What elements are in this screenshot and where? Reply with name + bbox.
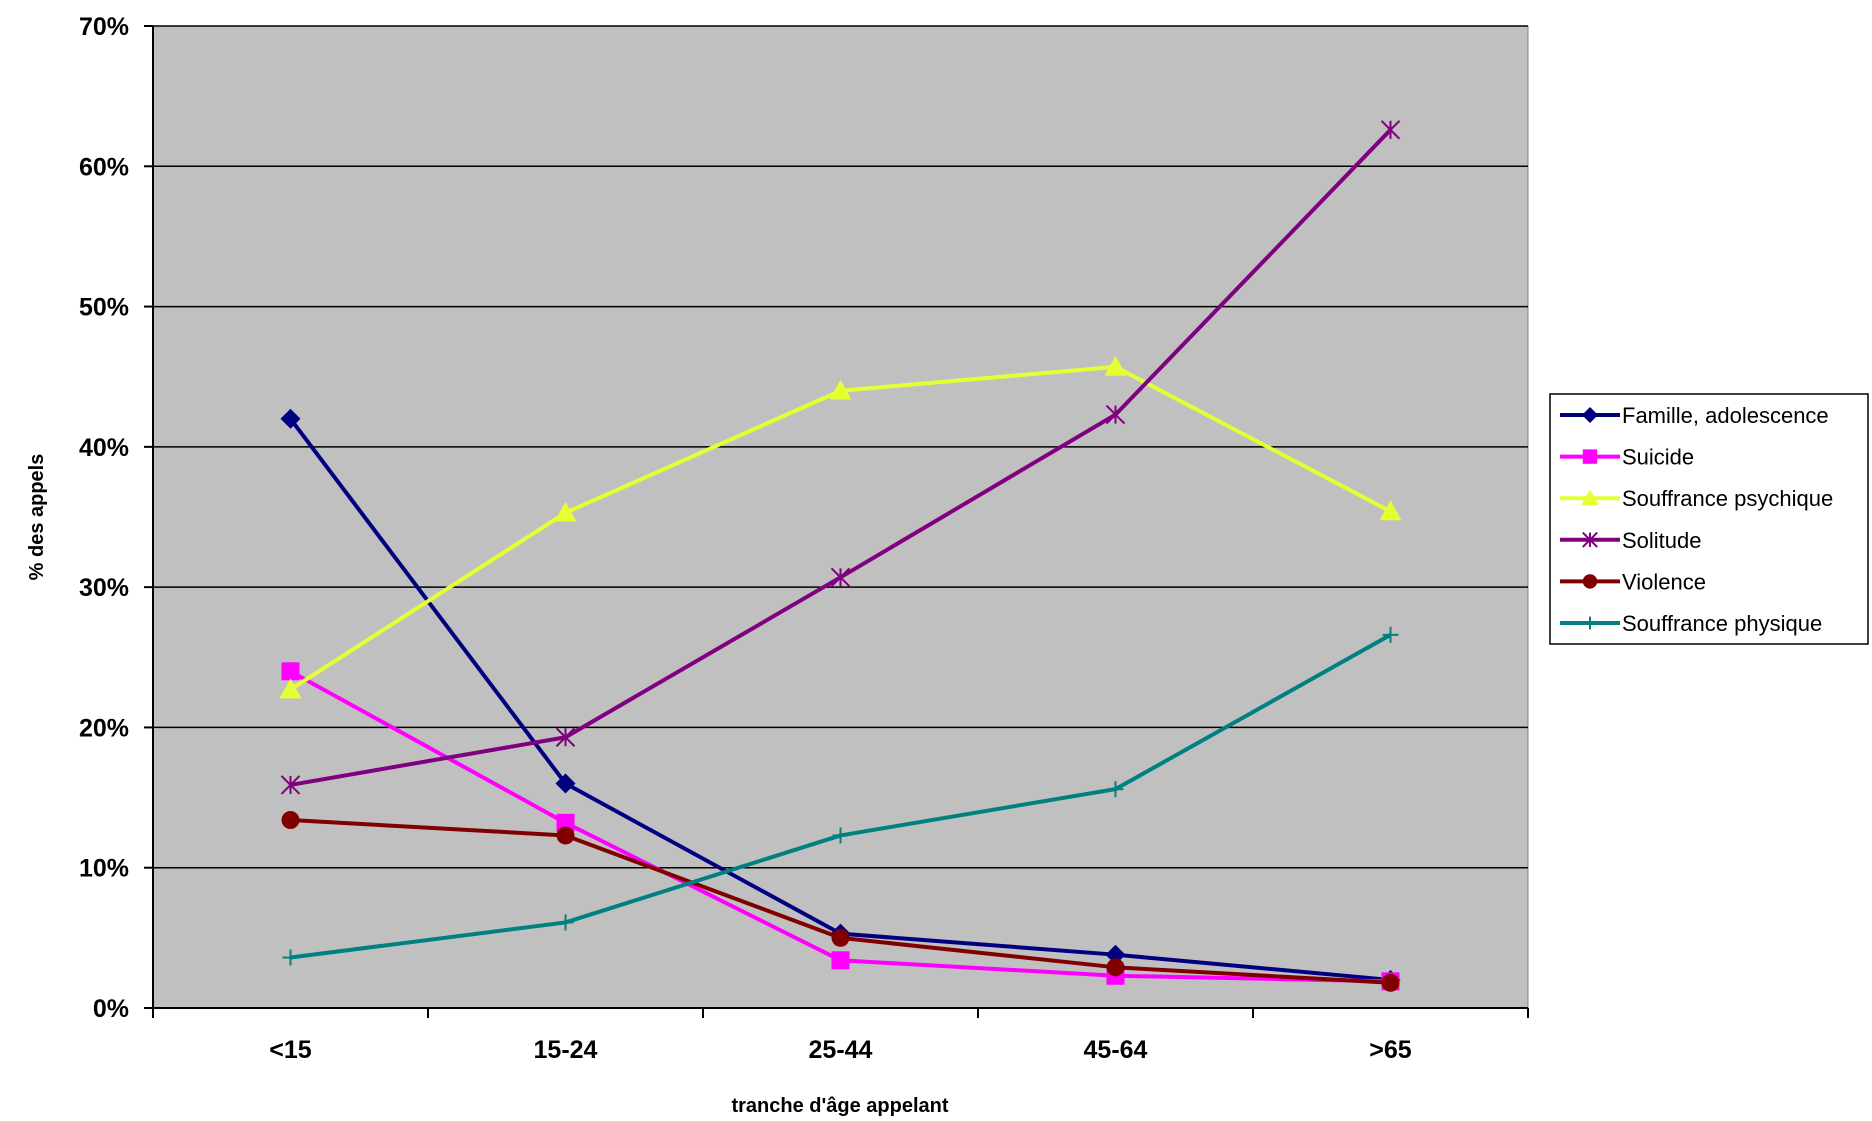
- legend-label: Souffrance psychique: [1622, 486, 1833, 511]
- data-point: [1581, 489, 1599, 506]
- data-point: [1107, 781, 1124, 798]
- series-souffrance-physique: [282, 626, 1399, 966]
- data-point: [830, 567, 851, 588]
- legend-label: Violence: [1622, 569, 1706, 594]
- y-tick-label: 20%: [79, 714, 129, 742]
- series-violence: [281, 811, 1400, 992]
- data-point: [280, 408, 301, 429]
- legend-item: Souffrance psychique: [1560, 486, 1833, 511]
- y-tick-label: 70%: [79, 13, 129, 41]
- x-tick-label: 45-64: [1084, 1036, 1148, 1064]
- legend-label: Suicide: [1622, 445, 1694, 470]
- legend-label: Souffrance physique: [1622, 611, 1822, 636]
- legend-box: [1549, 393, 1869, 645]
- x-tick-label: 25-44: [809, 1036, 873, 1064]
- data-point: [282, 949, 299, 966]
- data-point: [1105, 944, 1126, 965]
- data-point: [1380, 120, 1401, 140]
- data-point: [279, 678, 302, 699]
- data-point: [831, 951, 850, 970]
- data-point: [554, 501, 577, 522]
- y-tick-label: 60%: [79, 153, 129, 181]
- data-point: [1582, 574, 1598, 589]
- data-point: [1382, 626, 1399, 643]
- y-axis-title: % des appels: [26, 454, 48, 581]
- data-point: [1105, 404, 1126, 425]
- y-tick-label: 0%: [93, 995, 129, 1023]
- data-point: [555, 727, 576, 747]
- data-point: [556, 813, 575, 832]
- legend-item: Solitude: [1560, 528, 1702, 553]
- legend: Famille, adolescence Suicide Souffrance ps…: [1549, 393, 1869, 645]
- data-point: [832, 827, 849, 844]
- x-tick-label: >65: [1369, 1036, 1412, 1064]
- data-point: [1379, 500, 1402, 521]
- data-point: [556, 826, 575, 845]
- x-axis-title: tranche d'âge appelant: [731, 1095, 948, 1117]
- x-tick-label: <15: [269, 1036, 312, 1064]
- data-point: [1583, 616, 1597, 630]
- legend-label: Famille, adolescence: [1622, 403, 1829, 428]
- series-solitude: [280, 120, 1401, 795]
- data-point: [1381, 973, 1400, 992]
- data-point: [281, 811, 300, 830]
- data-point: [831, 928, 850, 947]
- gridlines: [153, 25, 1528, 869]
- legend-label: Solitude: [1622, 528, 1702, 553]
- axes: [152, 26, 1528, 1009]
- data-point: [829, 379, 852, 400]
- x-tick-labels: <15 15-24 25-44 45-64 >65: [152, 1008, 1529, 1064]
- data-point: [1104, 355, 1127, 376]
- data-point: [1582, 531, 1598, 548]
- y-tick-label: 50%: [79, 294, 129, 322]
- y-tick-label: 30%: [79, 574, 129, 602]
- y-tick-labels: 0% 10% 20% 30% 40% 50% 60% 70%: [79, 13, 153, 1023]
- legend-item: Famille, adolescence: [1560, 403, 1829, 428]
- data-point: [1106, 958, 1125, 977]
- series-souffrance-psychique: [279, 355, 1402, 699]
- y-tick-label: 40%: [79, 434, 129, 462]
- data-point: [281, 662, 300, 681]
- legend-item: Souffrance physique: [1560, 611, 1822, 636]
- y-tick-label: 10%: [79, 855, 129, 883]
- data-point: [1582, 449, 1598, 464]
- series-lines: [279, 120, 1402, 992]
- data-point: [555, 773, 576, 794]
- data-point: [280, 775, 301, 795]
- legend-item: Violence: [1560, 569, 1706, 594]
- plot-area: [152, 25, 1529, 1009]
- x-tick-label: 15-24: [534, 1036, 598, 1064]
- data-point: [557, 914, 574, 931]
- data-point: [1582, 407, 1598, 423]
- legend-item: Suicide: [1560, 445, 1694, 470]
